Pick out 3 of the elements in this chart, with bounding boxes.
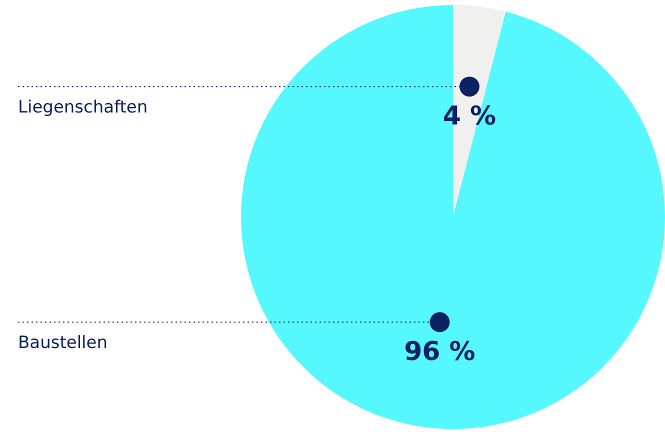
data-label: 96 % [404,336,476,367]
slice-label: Baustellen [18,333,108,354]
slice-label: Liegenschaften [18,98,148,118]
